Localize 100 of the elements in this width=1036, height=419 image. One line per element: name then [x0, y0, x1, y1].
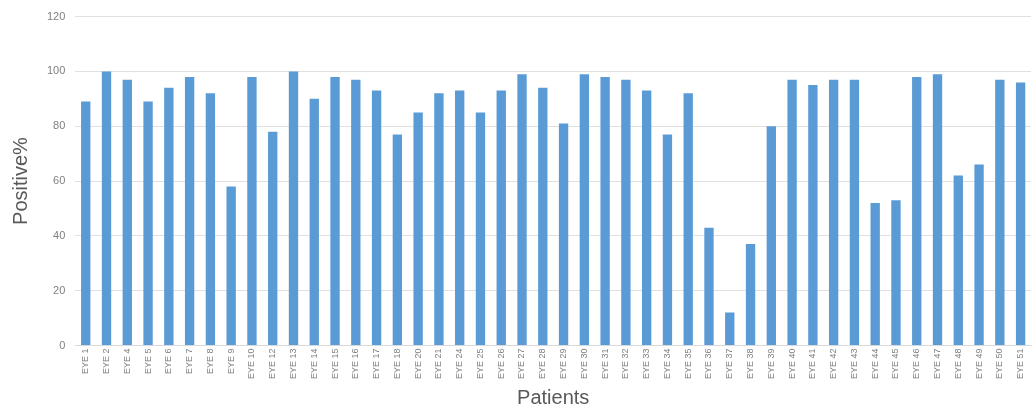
- y-tick-label: 0: [59, 338, 66, 351]
- bar: [766, 126, 776, 345]
- x-tick-label: EYE 15: [329, 348, 340, 380]
- bar: [704, 227, 714, 345]
- y-tick-label: 20: [53, 283, 66, 296]
- bar: [434, 93, 444, 345]
- x-tick-label: EYE 47: [932, 348, 942, 380]
- y-axis-title: Positive%: [8, 136, 31, 225]
- x-tick-label: EYE 29: [558, 348, 569, 380]
- x-tick-label: EYE 25: [474, 348, 485, 380]
- bar: [662, 134, 673, 345]
- x-tick-label: EYE 12: [267, 348, 278, 380]
- bar: [268, 131, 278, 345]
- x-tick-label: EYE 17: [371, 348, 382, 380]
- x-tick-label: EYE 7: [184, 348, 195, 374]
- bar: [330, 76, 340, 345]
- bar: [932, 74, 943, 345]
- bar: [828, 79, 839, 345]
- x-tick-label: EYE 30: [578, 348, 589, 380]
- bar: [974, 164, 984, 345]
- x-tick-label: EYE 10: [246, 348, 257, 380]
- x-tick-label: EYE 2: [101, 348, 111, 374]
- x-tick-label: EYE 33: [641, 348, 652, 380]
- x-tick-label: EYE 31: [599, 348, 610, 380]
- bar: [600, 76, 610, 345]
- x-tick-label: EYE 49: [973, 348, 984, 380]
- bar: [247, 76, 257, 345]
- bar: [205, 93, 216, 345]
- bar: [413, 112, 423, 345]
- bar: [1015, 82, 1026, 345]
- x-tick-label: EYE 51: [1015, 348, 1026, 380]
- bar: [475, 112, 486, 345]
- x-tick-label: EYE 16: [350, 348, 361, 380]
- y-tick-label: 40: [53, 228, 66, 241]
- x-tick-label: EYE 24: [454, 348, 465, 380]
- bar: [849, 79, 860, 345]
- x-tick-label: EYE 45: [890, 348, 901, 380]
- bar: [351, 79, 361, 345]
- x-tick-label: EYE 44: [869, 348, 880, 380]
- x-tick-label: EYE 36: [703, 348, 714, 380]
- bar: [683, 93, 693, 345]
- bar: [621, 79, 631, 345]
- x-tick-label: EYE 28: [537, 348, 548, 380]
- x-tick-label: EYE 20: [412, 348, 423, 380]
- x-tick-label: EYE 18: [391, 348, 402, 380]
- bar: [122, 79, 132, 345]
- x-tick-label: EYE 32: [620, 348, 631, 380]
- bar: [538, 87, 548, 345]
- x-tick-label: EYE 5: [142, 348, 153, 374]
- x-tick-label: EYE 21: [433, 348, 444, 380]
- bar: [309, 98, 319, 345]
- x-tick-label: EYE 43: [848, 348, 859, 380]
- bar: [870, 202, 880, 345]
- bar: [995, 79, 1005, 345]
- x-tick-label: EYE 38: [745, 348, 756, 380]
- x-tick-label: EYE 27: [516, 348, 527, 380]
- bar: [392, 134, 403, 345]
- x-tick-label: EYE 35: [682, 348, 693, 380]
- y-tick-label: 80: [53, 119, 66, 132]
- x-tick-label: EYE 6: [163, 348, 174, 374]
- bar: [226, 186, 236, 345]
- bar: [184, 76, 195, 345]
- y-tick-label: 120: [46, 9, 66, 22]
- bar: [953, 175, 963, 345]
- x-tick-label: EYE 46: [911, 348, 922, 380]
- x-tick-label: EYE 26: [495, 348, 506, 380]
- x-tick-label: EYE 13: [287, 348, 298, 380]
- x-tick-label: EYE 4: [121, 348, 132, 374]
- bar: [455, 90, 465, 345]
- x-tick-label: EYE 14: [308, 348, 319, 380]
- x-tick-label: EYE 40: [786, 348, 797, 380]
- x-tick-label: EYE 42: [828, 348, 839, 380]
- bar: [641, 90, 652, 345]
- bar: [288, 71, 299, 345]
- x-tick-label: EYE 41: [807, 348, 818, 380]
- bar: [808, 85, 818, 345]
- bar: [912, 76, 922, 345]
- bar: [579, 74, 590, 345]
- bar: [787, 79, 797, 345]
- bar: [496, 90, 506, 345]
- bar: [371, 90, 382, 345]
- x-tick-label: EYE 1: [80, 348, 91, 374]
- x-tick-label: EYE 37: [724, 348, 735, 380]
- bar: [81, 101, 91, 345]
- x-tick-label: EYE 48: [952, 348, 963, 380]
- x-tick-label: EYE 39: [765, 348, 776, 380]
- x-tick-label: EYE 34: [661, 348, 672, 380]
- bar: [745, 244, 756, 345]
- x-axis-title: Patients: [517, 385, 590, 408]
- bar: [143, 101, 153, 345]
- x-tick-label: EYE 8: [204, 348, 215, 374]
- y-tick-label: 60: [53, 174, 66, 187]
- x-tick-label: EYE 9: [225, 348, 236, 374]
- bar: [517, 74, 527, 345]
- bar: [164, 87, 174, 345]
- x-tick-label: EYE 50: [994, 348, 1005, 380]
- y-tick-label: 100: [46, 64, 66, 77]
- bar: [725, 312, 735, 345]
- bar: [891, 200, 901, 345]
- bar: [101, 71, 112, 345]
